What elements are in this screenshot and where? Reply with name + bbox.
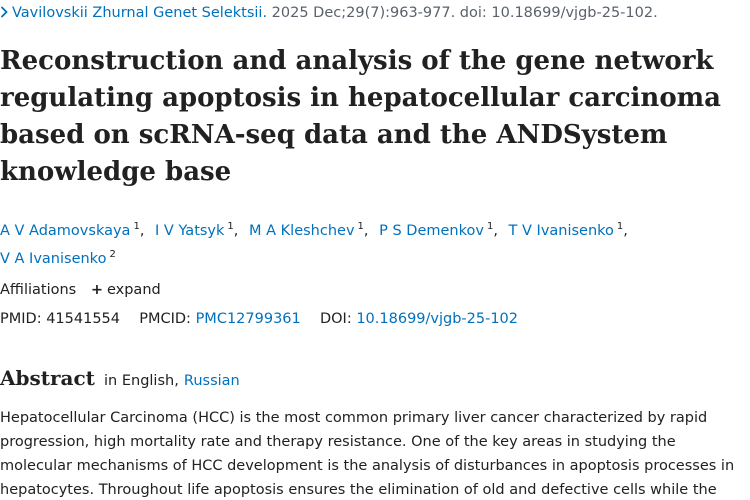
author-link[interactable]: V A Ivanisenko xyxy=(0,251,107,267)
author-link[interactable]: I V Yatsyk xyxy=(155,223,225,239)
affiliation-ref[interactable]: 1 xyxy=(227,221,234,232)
abstract-line: molecular mechanisms of HCC development … xyxy=(0,458,735,474)
journal-link[interactable]: Vavilovskii Zhurnal Genet Selektsii. xyxy=(12,5,268,21)
title-line: based on scRNA-seq data and the ANDSyste… xyxy=(0,120,668,150)
abstract-header: Abstract in English, Russian xyxy=(0,366,240,390)
russian-abstract-link[interactable]: Russian xyxy=(183,373,240,389)
affiliation-ref[interactable]: 1 xyxy=(357,221,364,232)
affiliations-row: Affiliations + expand xyxy=(0,280,161,300)
authors-list: A V Adamovskaya 1, I V Yatsyk 1, M A Klesh… xyxy=(0,221,628,267)
expand-affiliations-button[interactable]: + expand xyxy=(91,282,161,298)
expand-label: expand xyxy=(106,282,161,298)
pmcid-link[interactable]: PMC12799361 xyxy=(195,311,301,327)
citation-details: 2025 Dec;29(7):963-977. doi: 10.18699/vj… xyxy=(271,5,658,21)
affiliation-ref[interactable]: 1 xyxy=(616,221,624,232)
plus-icon: + xyxy=(90,282,103,298)
citation-line: Vavilovskii Zhurnal Genet Selektsii. 202… xyxy=(0,4,658,22)
affiliation-ref[interactable]: 1 xyxy=(486,221,494,232)
identifiers-row: PMID: 41541554 PMCID: PMC12799361 DOI: 1… xyxy=(0,309,518,329)
pmid-label: PMID: xyxy=(0,311,42,327)
affiliation-ref[interactable]: 1 xyxy=(133,221,140,232)
title-line: Reconstruction and analysis of the gene … xyxy=(0,46,714,76)
abstract-heading: Abstract xyxy=(0,366,95,390)
chevron-right-icon[interactable] xyxy=(0,6,8,18)
article-title: Reconstruction and analysis of the gene … xyxy=(0,43,750,191)
abstract-line: hepatocytes. Throughout life apoptosis e… xyxy=(0,482,717,498)
pmid-value: 41541554 xyxy=(46,311,121,327)
pmcid-label: PMCID: xyxy=(139,311,191,327)
abstract-language-prefix: in English, xyxy=(104,373,179,389)
author-link[interactable]: M A Kleshchev xyxy=(249,223,355,239)
affiliation-ref[interactable]: 2 xyxy=(109,249,116,260)
title-line: regulating apoptosis in hepatocellular c… xyxy=(0,83,722,113)
abstract-line: Hepatocellular Carcinoma (HCC) is the mo… xyxy=(0,410,708,426)
abstract-line: progression, high mortality rate and the… xyxy=(0,434,676,450)
affiliations-label: Affiliations xyxy=(0,282,77,298)
abstract-text: Hepatocellular Carcinoma (HCC) is the mo… xyxy=(0,406,745,500)
author-link[interactable]: A V Adamovskaya xyxy=(0,223,131,239)
author-link[interactable]: T V Ivanisenko xyxy=(508,223,614,239)
doi-link[interactable]: 10.18699/vjgb-25-102 xyxy=(356,311,519,327)
author-link[interactable]: P S Demenkov xyxy=(379,223,484,239)
title-line: knowledge base xyxy=(0,157,232,187)
doi-label: DOI: xyxy=(319,311,352,327)
